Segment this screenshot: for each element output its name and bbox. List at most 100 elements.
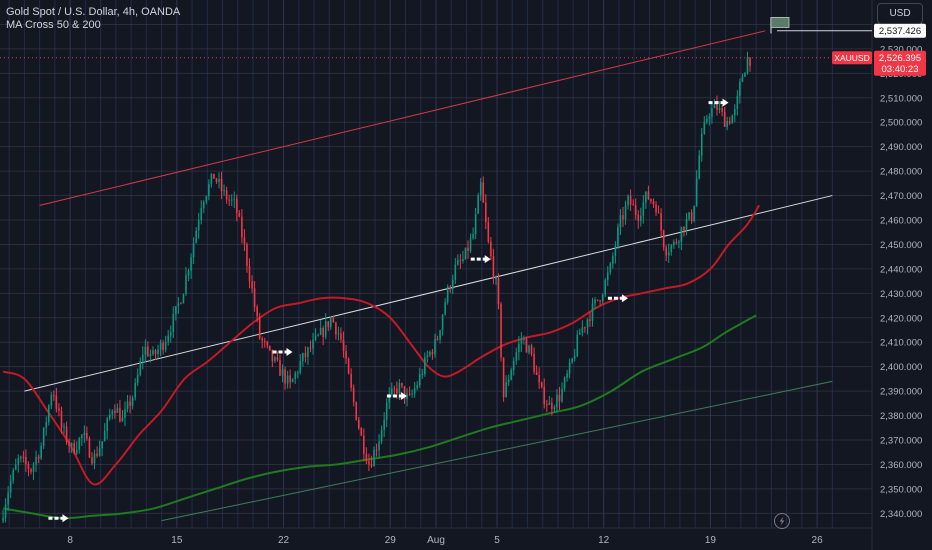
candle-body (96, 453, 98, 456)
candle-body (429, 351, 431, 356)
candle-body (634, 204, 637, 215)
target-price-badge (874, 23, 926, 38)
candle-body (4, 504, 7, 518)
candle-body (406, 393, 408, 400)
candle-body (680, 226, 683, 242)
candle-body (286, 375, 289, 384)
candle-body (114, 410, 116, 413)
candle-body (683, 226, 685, 231)
target-price-label: 2,537.426 (879, 26, 921, 37)
candle-body (42, 427, 45, 446)
candle-body (93, 453, 96, 464)
candle-body (599, 300, 601, 302)
candle-body (568, 362, 571, 374)
checkered-flag-icon (770, 17, 790, 28)
candle-body (121, 417, 124, 422)
candle-body (370, 464, 373, 467)
candle-body (403, 386, 406, 400)
candle-body (279, 360, 281, 376)
candle-body (124, 408, 126, 418)
candle-body (269, 345, 271, 350)
candle-body (159, 342, 162, 350)
candle-body (154, 350, 157, 355)
candle-body (180, 303, 182, 305)
candle-body (324, 321, 327, 338)
candle-body (30, 469, 32, 472)
candle-body (144, 346, 147, 355)
candle-body (195, 230, 197, 244)
candle-body (116, 407, 119, 413)
candles (2, 51, 751, 524)
candle-body (147, 346, 149, 356)
candle-body (418, 374, 421, 386)
candle-body (551, 402, 553, 410)
candle-body (533, 354, 535, 372)
x-tick-label: 5 (494, 535, 500, 546)
candle-body (703, 121, 706, 134)
candle-body (256, 306, 258, 317)
candle-body (22, 456, 25, 458)
candle-body (355, 402, 358, 420)
candle-body (617, 227, 619, 246)
candle-body (296, 372, 299, 374)
candle-body (591, 303, 594, 321)
y-tick-label: 2,350.000 (880, 484, 922, 495)
candle-body (368, 461, 370, 465)
candle-body (347, 358, 350, 374)
candle-body (556, 394, 558, 408)
y-tick-label: 2,450.000 (880, 240, 922, 251)
candle-body (78, 438, 81, 450)
y-tick-label: 2,440.000 (880, 264, 922, 275)
candle-body (477, 195, 479, 214)
candle-body (380, 429, 383, 442)
candle-body (152, 350, 154, 355)
candle-body (650, 199, 652, 202)
last-price-badge (874, 50, 926, 76)
candle-body (744, 72, 746, 77)
candle-body (579, 332, 581, 335)
candle-body (706, 118, 708, 122)
trend-channel[interactable] (24, 30, 833, 522)
candle-body (731, 115, 734, 124)
candle-body (299, 361, 302, 373)
candle-body (538, 375, 540, 383)
candle-body (218, 179, 220, 182)
candle-body (35, 456, 37, 465)
candle-body (50, 394, 53, 406)
candle-body (464, 247, 467, 260)
candle-body (345, 351, 347, 359)
y-tick-label: 2,510.000 (880, 93, 922, 104)
candle-body (81, 435, 83, 439)
candle-body (612, 255, 614, 264)
candle-body (396, 388, 398, 394)
candle-body (665, 247, 667, 256)
candle-body (304, 353, 307, 357)
candle-body (728, 120, 731, 124)
candle-body (98, 448, 101, 456)
candle-body (434, 339, 436, 355)
candle-body (12, 469, 15, 481)
candle-body (246, 244, 248, 267)
candle-body (698, 155, 701, 179)
candle-body (213, 173, 215, 179)
candle-body (375, 450, 378, 452)
candle-body (236, 198, 238, 214)
candle-body (693, 205, 695, 222)
candle-body (446, 286, 449, 303)
candle-body (573, 356, 576, 359)
currency-button[interactable]: USD (877, 3, 923, 24)
candle-body (169, 332, 172, 336)
candle-body (604, 280, 607, 295)
candle-body (622, 215, 624, 220)
candle-body (746, 57, 749, 73)
candle-body (678, 241, 680, 243)
candle-body (673, 241, 675, 246)
candle-body (363, 435, 365, 454)
candle-body (581, 327, 584, 333)
candle-body (192, 243, 195, 258)
candle-body (86, 432, 88, 439)
candle-body (563, 377, 566, 389)
candle-body (294, 372, 297, 379)
